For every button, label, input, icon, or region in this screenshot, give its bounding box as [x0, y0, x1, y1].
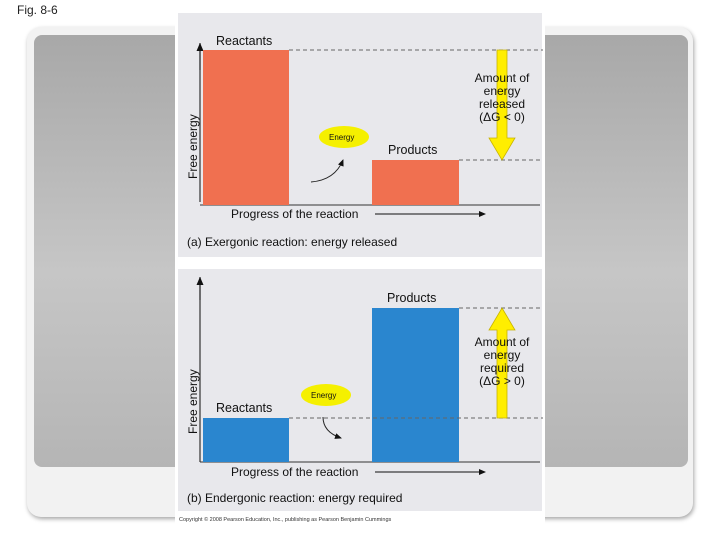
- panel-a-amount-arrow: [488, 49, 516, 161]
- panel-b-reactants-label: Reactants: [216, 401, 273, 415]
- panel-a-products-label: Products: [388, 143, 438, 157]
- panel-a-reactants-bar: [203, 50, 289, 205]
- copyright-notice: Copyright © 2008 Pearson Education, Inc.…: [179, 517, 392, 523]
- panel-b-y-axis-label: Free energy: [186, 369, 200, 434]
- panel-a-energy-label: Energy: [329, 133, 355, 142]
- panel-b-energy-oval: [301, 384, 351, 406]
- panel-a-y-axis-label: Free energy: [186, 114, 200, 179]
- panel-a-x-axis-label: Progress of the reaction: [231, 207, 359, 221]
- figure-label: Fig. 8-6: [17, 3, 58, 17]
- panel-b-amount-arrow: [488, 307, 516, 419]
- panel-b-caption: (b) Endergonic reaction: energy required: [187, 491, 403, 505]
- energy-diagram-graphics: [196, 42, 543, 475]
- panel-a-energy-oval: [319, 126, 369, 148]
- panel-b-products-label: Products: [387, 291, 437, 305]
- panel-b-amount-label: Amount of energy required (ΔG > 0): [474, 335, 530, 388]
- panel-a-products-bar: [372, 160, 459, 205]
- panel-a-caption: (a) Exergonic reaction: energy released: [187, 235, 398, 249]
- panel-a-release-arrow: [310, 159, 344, 183]
- panel-a-reactants-label: Reactants: [216, 34, 273, 48]
- panel-b-x-axis-label: Progress of the reaction: [231, 465, 359, 479]
- panel-b-products-bar: [372, 308, 459, 462]
- panel-b-energy-label: Energy: [311, 391, 337, 400]
- panel-b-input-arrow: [322, 416, 342, 439]
- figure-panel: Reactants Free energy Energy Products Am…: [175, 10, 545, 528]
- panel-b-reactants-bar: [203, 418, 289, 462]
- panel-a-amount-label: Amount of energy released (ΔG < 0): [474, 71, 530, 124]
